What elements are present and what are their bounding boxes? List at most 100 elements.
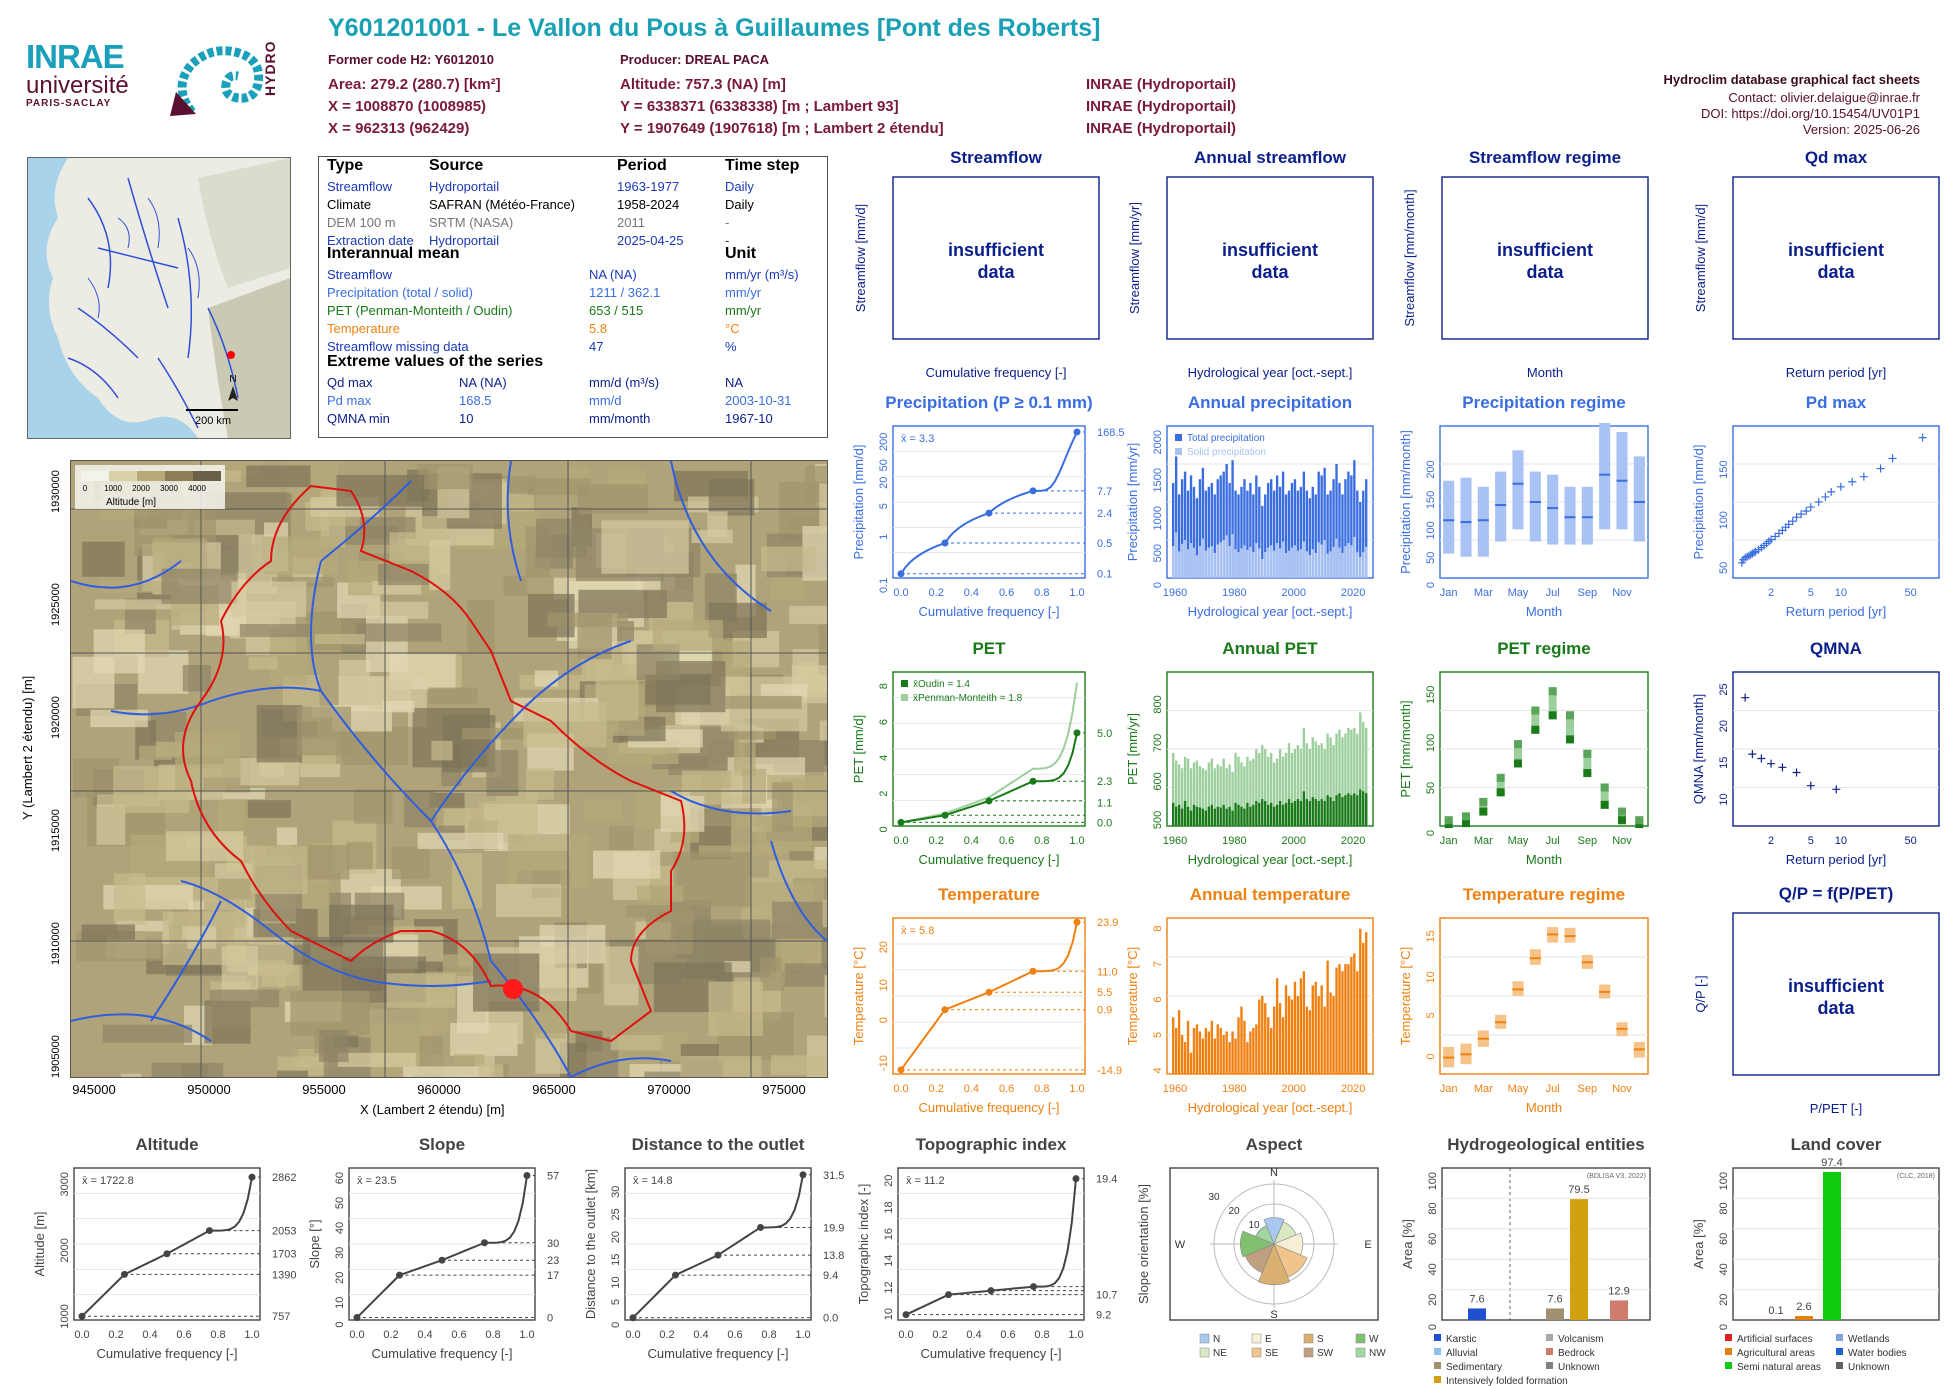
extreme-unit: mm/month (589, 411, 651, 426)
y-tick-label: 50 (1718, 562, 1730, 574)
terrain-patch (485, 1011, 524, 1045)
return-point (1767, 535, 1776, 544)
info-source: SAFRAN (Météo-France) (429, 197, 575, 212)
bar (1231, 1031, 1234, 1074)
river (71, 1013, 212, 1042)
legend-swatch (165, 471, 193, 481)
terrain-patch (276, 827, 298, 849)
axis-xlabel: Cumulative frequency [-] (919, 604, 1060, 619)
bar (1255, 1024, 1258, 1074)
bar-oudin (1314, 799, 1317, 826)
terrain-patch (223, 788, 266, 800)
legend-label: NW (1369, 1348, 1386, 1359)
x-tick-label: Jul (1546, 835, 1560, 847)
right-tick-label: 0.1 (1097, 569, 1112, 581)
axis-xlabel: Hydrological year [oct.-sept.] (1188, 604, 1353, 619)
panel-title: Aspect (1246, 1135, 1303, 1154)
terrain-patch (707, 511, 728, 538)
bar-total (1290, 483, 1294, 578)
bar-solid (1341, 552, 1344, 578)
axis-ylabel: Precipitation [mm/yr] (1125, 443, 1140, 561)
terrain-patch (113, 873, 146, 925)
bar-total (1311, 486, 1314, 578)
y-tick-label: 0.1 (878, 578, 890, 593)
right-tick-label: -14.9 (1097, 1065, 1122, 1077)
bar-total (1186, 490, 1190, 578)
regime-bar-oudin (1566, 735, 1574, 744)
doi-link[interactable]: DOI: https://doi.org/10.15454/UV01P1 (1701, 106, 1920, 121)
catchment-boundary (182, 484, 686, 1043)
h-period: Period (617, 157, 667, 174)
x-tick-label: 0.6 (1000, 1329, 1015, 1341)
regime-box (1633, 456, 1645, 542)
bar (1213, 1038, 1216, 1074)
x-tick-label: Jul (1546, 587, 1560, 599)
category-bar (1570, 1199, 1588, 1320)
h-inter: Interannual mean (327, 245, 460, 262)
legend-label: SW (1317, 1348, 1334, 1359)
terrain-patch (496, 884, 562, 918)
bar-oudin (1213, 808, 1216, 826)
bar (1302, 971, 1306, 1074)
rose-wedge (1263, 1217, 1285, 1245)
info-period: 2011 (617, 215, 645, 230)
bar (1201, 1038, 1205, 1074)
legend-label: N (1213, 1334, 1220, 1345)
x-tick-label: 0.6 (999, 1083, 1014, 1095)
terrain-patch (247, 800, 291, 818)
bar (1246, 1042, 1249, 1074)
regime-box (1443, 480, 1455, 554)
river (180, 880, 492, 987)
river (71, 560, 182, 589)
y-tick-label: 10 (1425, 971, 1437, 983)
bar-solid (1353, 536, 1356, 578)
legend-label: Total precipitation (1187, 433, 1265, 444)
right-tick-label: 5.0 (1097, 728, 1112, 740)
bar-pm (1272, 762, 1276, 826)
x-tick-label: 1960 (1163, 835, 1187, 847)
bar-total (1228, 483, 1231, 578)
bar (1281, 1017, 1285, 1074)
return-point (1888, 454, 1897, 463)
bar-solid (1299, 549, 1303, 578)
y-tick-label: 18 (883, 1201, 895, 1213)
y-tick-label: 1500 (1152, 468, 1164, 492)
h-extreme: Extreme values of the series (327, 353, 544, 370)
panel-title: Annual PET (1222, 639, 1318, 658)
bar-value-label: 12.9 (1608, 1285, 1629, 1297)
terrain-patch (175, 732, 241, 791)
bar-oudin (1267, 804, 1270, 826)
right-tick-label: 2.3 (1097, 776, 1112, 788)
bar-pm (1341, 737, 1344, 826)
inter-unit: mm/yr (m³/s) (725, 267, 799, 282)
bar (1219, 1027, 1222, 1074)
bar-pm (1261, 745, 1264, 826)
mean-label: x̄ = 5.8 (901, 925, 934, 937)
legend-title: Altitude [m] (106, 497, 156, 508)
terrain-patch (742, 768, 767, 804)
legend-label: Agricultural areas (1737, 1348, 1815, 1359)
bar-solid (1243, 545, 1246, 578)
plot-frame (1169, 1167, 1379, 1321)
x-tick-label: 0.6 (727, 1329, 742, 1341)
insufficient-data-label: insufficient (948, 240, 1044, 260)
bar-oudin (1293, 800, 1297, 826)
extreme-name: QMNA min (327, 411, 390, 426)
extreme-name: Qd max (327, 375, 373, 390)
legend-tick: 3000 (160, 484, 178, 493)
y-tick-label: 4 (878, 755, 890, 761)
bar-oudin (1323, 800, 1326, 826)
bar-total (1359, 502, 1362, 578)
bar-total (1317, 471, 1320, 578)
x-tick-label: 2 (1768, 587, 1774, 599)
bar (1278, 1003, 1282, 1074)
info-source: SRTM (NASA) (429, 215, 514, 230)
regime-bar-oudin (1600, 800, 1609, 809)
axis-ylabel: PET [mm/month] (1398, 700, 1413, 797)
regime-bar-pm (1479, 797, 1488, 816)
x-tick-label: 5 (1808, 587, 1814, 599)
river (570, 1057, 672, 1077)
y-tick-label: 500 (1152, 544, 1164, 562)
panel-title: Annual precipitation (1188, 393, 1352, 412)
bar (1195, 1024, 1199, 1074)
